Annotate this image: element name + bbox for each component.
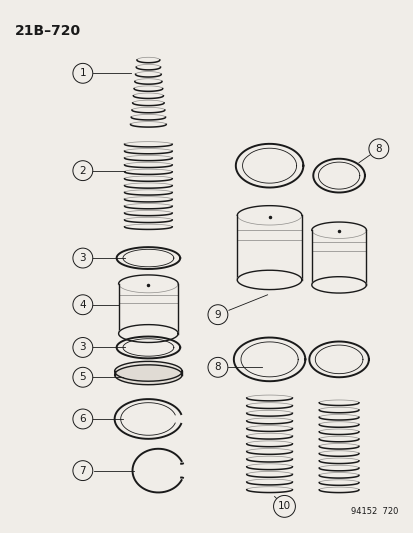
Circle shape	[73, 337, 93, 358]
Polygon shape	[309, 342, 368, 377]
Text: 21B–720: 21B–720	[15, 23, 81, 38]
Circle shape	[73, 367, 93, 387]
Polygon shape	[237, 270, 301, 289]
Text: 4: 4	[79, 300, 86, 310]
Polygon shape	[311, 277, 366, 293]
Text: 5: 5	[79, 372, 86, 382]
Circle shape	[73, 63, 93, 83]
Polygon shape	[114, 361, 182, 381]
Circle shape	[273, 496, 295, 518]
Polygon shape	[118, 325, 178, 343]
Text: 9: 9	[214, 310, 221, 320]
Polygon shape	[116, 336, 180, 358]
Text: 3: 3	[79, 343, 86, 352]
Text: 8: 8	[214, 362, 221, 373]
Text: 10: 10	[277, 502, 290, 511]
Text: 7: 7	[79, 466, 86, 475]
Circle shape	[73, 295, 93, 314]
Circle shape	[73, 409, 93, 429]
Text: 3: 3	[79, 253, 86, 263]
Text: 6: 6	[79, 414, 86, 424]
Text: 2: 2	[79, 166, 86, 176]
Circle shape	[207, 305, 227, 325]
Polygon shape	[116, 247, 180, 269]
Polygon shape	[233, 337, 305, 381]
Circle shape	[207, 358, 227, 377]
Polygon shape	[235, 144, 303, 188]
Polygon shape	[313, 159, 364, 192]
Circle shape	[73, 461, 93, 481]
Text: 8: 8	[375, 144, 381, 154]
Text: 1: 1	[79, 68, 86, 78]
Circle shape	[73, 248, 93, 268]
Text: 94152  720: 94152 720	[351, 507, 398, 516]
Polygon shape	[114, 365, 182, 385]
Circle shape	[73, 161, 93, 181]
Circle shape	[368, 139, 388, 159]
